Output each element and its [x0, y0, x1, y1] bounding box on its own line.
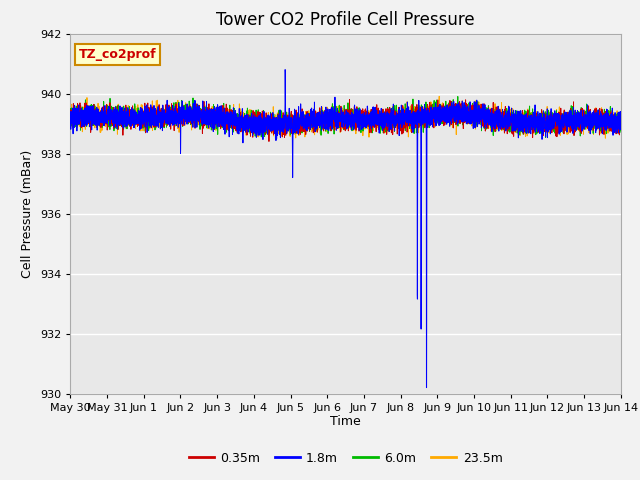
Y-axis label: Cell Pressure (mBar): Cell Pressure (mBar): [22, 149, 35, 278]
Legend: 0.35m, 1.8m, 6.0m, 23.5m: 0.35m, 1.8m, 6.0m, 23.5m: [184, 447, 508, 469]
X-axis label: Time: Time: [330, 415, 361, 429]
Text: TZ_co2prof: TZ_co2prof: [79, 48, 156, 61]
Title: Tower CO2 Profile Cell Pressure: Tower CO2 Profile Cell Pressure: [216, 11, 475, 29]
